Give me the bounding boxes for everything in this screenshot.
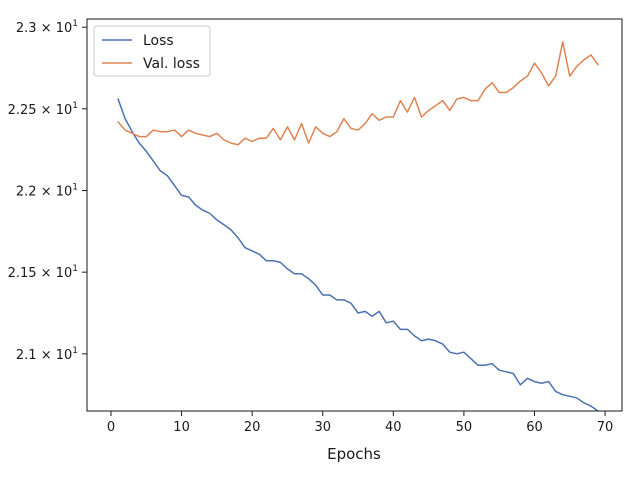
y-tick-label: 2.15 × 101: [8, 264, 78, 281]
y-tick-label: 2.25 × 101: [8, 101, 78, 118]
x-tick-label: 50: [456, 420, 473, 435]
legend-label-loss: Loss: [143, 33, 174, 49]
y-axis-ticks: 2.1 × 101 2.15 × 101 2.2 × 101 2.25 × 101 2.…: [8, 19, 87, 363]
x-axis-ticks: 0 10 20 30 40 50 60 70: [107, 411, 613, 435]
plot-frame: [86, 18, 623, 412]
legend-label-val-loss: Val. loss: [143, 56, 200, 72]
y-tick-label: 2.3 × 101: [16, 19, 78, 36]
x-tick-label: 0: [107, 420, 115, 435]
legend: Loss Val. loss: [93, 25, 211, 77]
series-layer: [117, 41, 599, 412]
x-tick-label: 40: [385, 420, 402, 435]
x-tick-label: 70: [597, 420, 614, 435]
x-axis-label: Epochs: [327, 445, 381, 463]
series-line-val-loss: [117, 41, 599, 146]
x-tick-label: 60: [526, 420, 543, 435]
x-tick-label: 10: [173, 420, 190, 435]
x-tick-label: 20: [244, 420, 261, 435]
series-line-loss: [117, 98, 599, 412]
x-tick-label: 30: [314, 420, 331, 435]
y-tick-label: 2.2 × 101: [16, 183, 78, 200]
y-tick-label: 2.1 × 101: [16, 346, 78, 363]
